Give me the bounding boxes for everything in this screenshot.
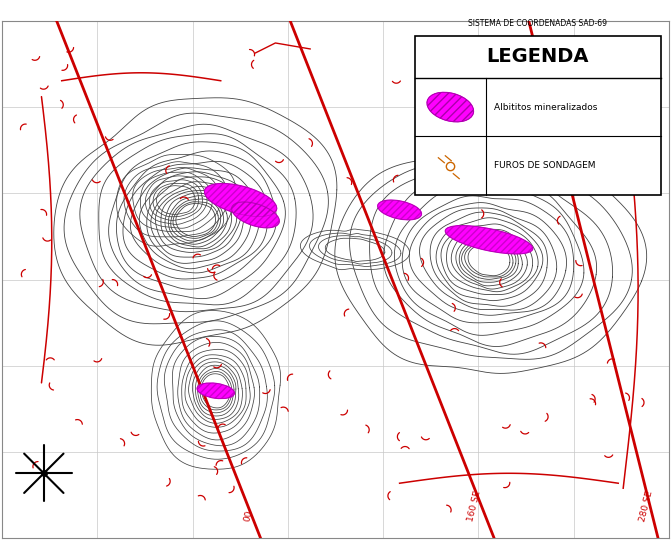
Ellipse shape <box>427 92 474 122</box>
Ellipse shape <box>446 226 533 254</box>
Text: 00: 00 <box>243 509 254 522</box>
Text: FUROS DE SONDAGEM: FUROS DE SONDAGEM <box>494 161 595 170</box>
Text: SISTEMA DE COORDENADAS SAD-69: SISTEMA DE COORDENADAS SAD-69 <box>468 19 607 28</box>
Text: 160 SE: 160 SE <box>466 489 482 522</box>
Bar <box>415 36 661 195</box>
Text: 280 SE: 280 SE <box>638 489 654 522</box>
Ellipse shape <box>205 183 276 216</box>
Ellipse shape <box>378 200 421 220</box>
Text: Albititos mineralizados: Albititos mineralizados <box>494 103 597 112</box>
Ellipse shape <box>231 202 279 228</box>
Text: LEGENDA: LEGENDA <box>486 48 589 67</box>
Ellipse shape <box>197 383 234 399</box>
